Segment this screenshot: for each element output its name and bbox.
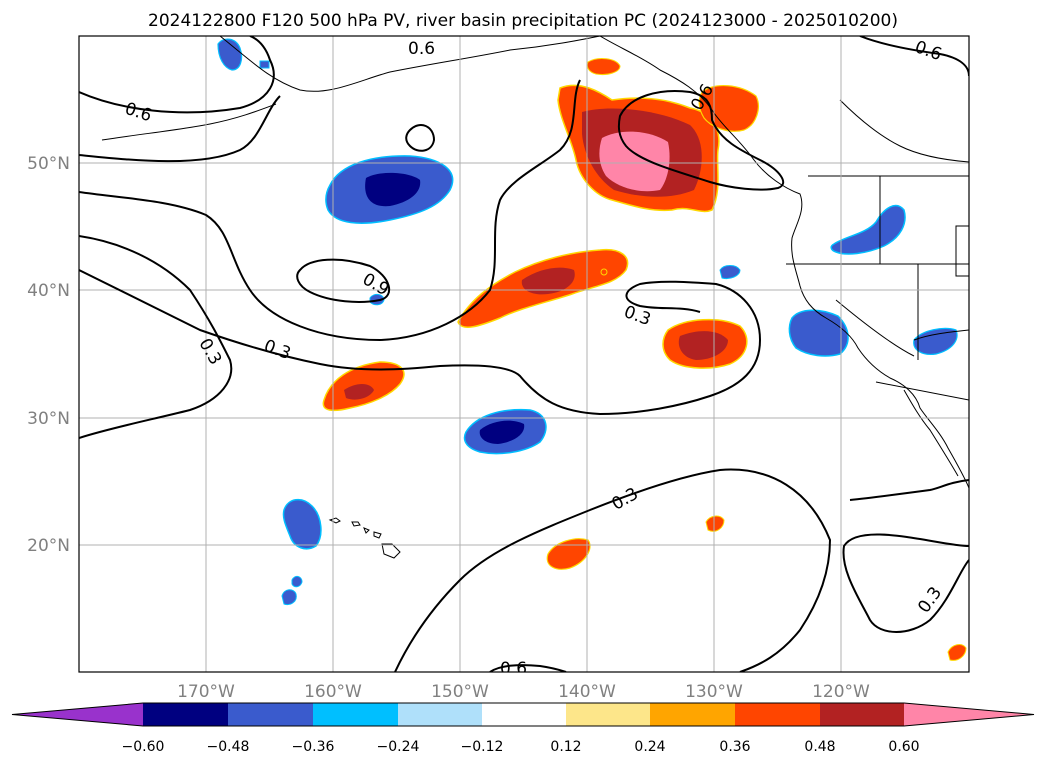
anomaly-negative-alaska	[217, 38, 270, 71]
colorbar-tick: 0.36	[719, 739, 750, 755]
colorbar-tick: 0.12	[550, 739, 581, 755]
anomaly-positive-east	[662, 318, 748, 369]
colorbar-tick: −0.48	[207, 739, 250, 755]
pv-contours	[79, 36, 969, 672]
anomaly-positive-south-3	[947, 644, 967, 661]
anomaly-negative-nw	[325, 155, 454, 224]
colorbar-cell	[820, 703, 904, 726]
colorbar-tick: −0.60	[122, 739, 165, 755]
colorbar-outline	[11, 702, 1035, 727]
colorbar-cell	[228, 703, 313, 726]
colorbar-tick: 0.24	[634, 739, 665, 755]
lon-label-150w: 150°W	[431, 682, 489, 702]
latitude-labels: 50°N 40°N 30°N 20°N	[27, 154, 70, 556]
anomaly-negative-small-1	[719, 265, 741, 279]
lon-label-120w: 120°W	[812, 682, 870, 702]
lon-label-170w: 170°W	[177, 682, 235, 702]
colorbar-cell	[735, 703, 820, 726]
lon-label-160w: 160°W	[304, 682, 362, 702]
colorbar-tick: −0.36	[292, 739, 335, 755]
colorbar-extend-right	[904, 703, 1034, 726]
colorbar-cell	[143, 703, 228, 726]
figure-title: 2024122800 F120 500 hPa PV, river basin …	[148, 11, 898, 31]
anomaly-positive-tiny	[600, 268, 608, 276]
lon-label-140w: 140°W	[558, 682, 616, 702]
anomaly-negative-hawaii-1	[282, 498, 322, 550]
anomaly-negative-arizona	[913, 327, 958, 355]
anomaly-negative-idaho	[830, 204, 906, 255]
anomaly-positive-central	[457, 248, 629, 328]
colorbar-tick: 0.48	[804, 739, 835, 755]
colorbar-tick: −0.12	[461, 739, 504, 755]
colorbar-tick-labels: −0.60 −0.48 −0.36 −0.24 −0.12 0.12 0.24 …	[122, 739, 920, 755]
colorbar-tick: −0.24	[377, 739, 420, 755]
colorbar-cell	[313, 703, 398, 726]
lon-label-130w: 130°W	[685, 682, 743, 702]
colorbar-cell	[650, 703, 735, 726]
colorbar: −0.60 −0.48 −0.36 −0.24 −0.12 0.12 0.24 …	[11, 702, 1035, 755]
colorbar-extend-left	[12, 703, 143, 726]
colorbar-cells	[11, 702, 1035, 727]
shaded-anomalies	[217, 38, 967, 661]
anomaly-positive-ne-pacific	[557, 84, 720, 213]
anomaly-negative-california	[788, 309, 849, 357]
map-panel: 0.6 0.6 0.6 0.6 0.9 0.3 0.3 0.3 0.3 0.3 …	[79, 36, 969, 679]
lat-label-40n: 40°N	[27, 281, 70, 301]
lat-label-50n: 50°N	[27, 154, 70, 174]
hawaiian-islands	[328, 517, 401, 559]
contour-label-bottom-0.6: 0.6	[500, 659, 527, 679]
contour-label-top-0.6: 0.6	[408, 39, 435, 59]
colorbar-cell	[566, 703, 650, 726]
colorbar-cell	[482, 703, 566, 726]
anomaly-positive-small-top	[586, 58, 621, 75]
lat-label-30n: 30°N	[27, 409, 70, 429]
colorbar-tick: 0.60	[888, 739, 919, 755]
lat-label-20n: 20°N	[27, 536, 70, 556]
anomaly-positive-south-2	[705, 515, 725, 532]
anomaly-positive-west	[322, 361, 405, 412]
colorbar-cell	[398, 703, 482, 726]
anomaly-negative-hawaii-2	[281, 575, 303, 605]
map-border	[78, 35, 970, 673]
longitude-labels: 170°W 160°W 150°W 140°W 130°W 120°W	[177, 682, 870, 702]
anomaly-negative-central	[463, 408, 547, 455]
gridlines	[79, 36, 969, 672]
